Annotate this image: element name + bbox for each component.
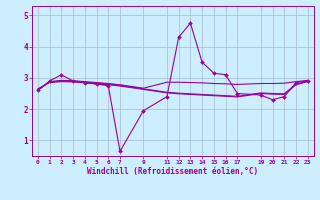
X-axis label: Windchill (Refroidissement éolien,°C): Windchill (Refroidissement éolien,°C) — [87, 167, 258, 176]
